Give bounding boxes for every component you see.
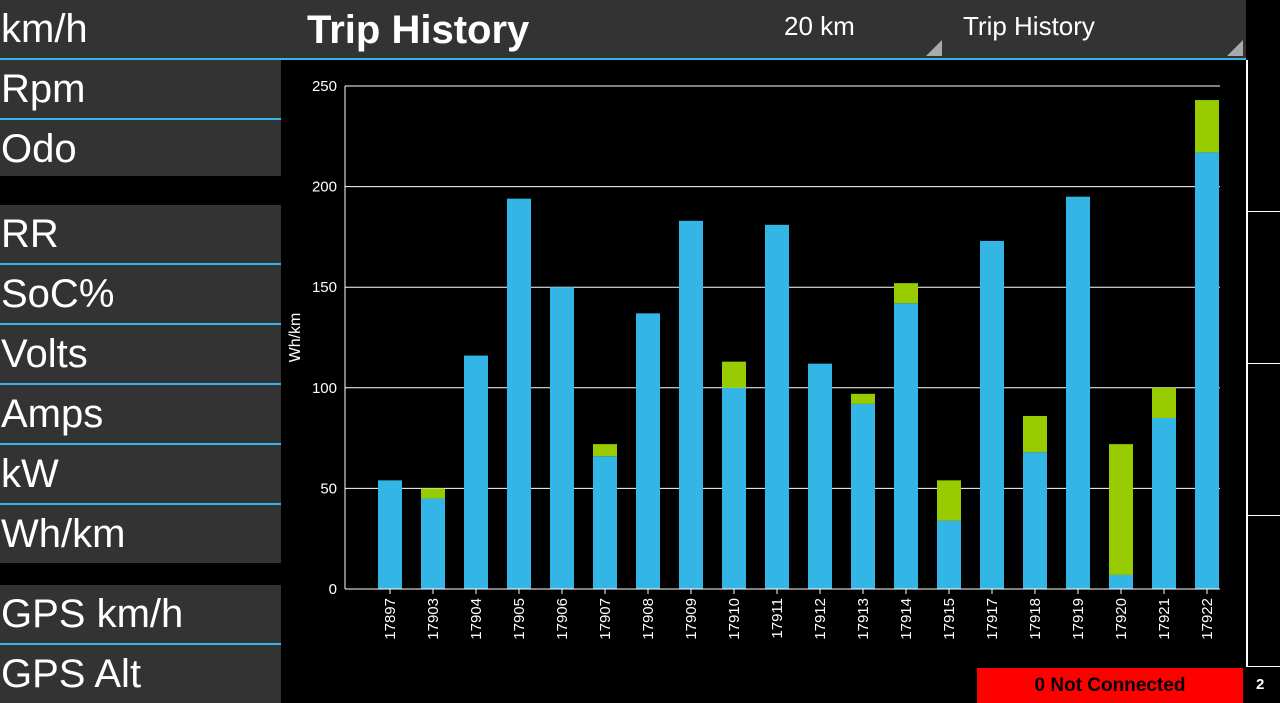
bar-segment-blue: [593, 456, 617, 589]
sidebar-item-rpm[interactable]: Rpm: [0, 60, 281, 120]
bar-segment-green: [1152, 387, 1176, 418]
bar-segment-blue: [851, 403, 875, 589]
bar-segment-blue: [765, 224, 789, 589]
bar-segment-blue: [421, 498, 445, 589]
right-button-column: [1246, 60, 1280, 667]
x-tick-label: 17920: [1113, 598, 1130, 640]
x-tick-label: 17897: [382, 598, 399, 640]
view-select-value: Trip History: [963, 11, 1095, 41]
bar-segment-blue: [722, 387, 746, 589]
y-tick-label: 200: [312, 179, 337, 196]
x-tick-label: 17905: [511, 598, 528, 640]
y-tick-label: 0: [329, 581, 337, 598]
bar-segment-blue: [894, 303, 918, 589]
sidebar-item-gps-kmh[interactable]: GPS km/h: [0, 585, 281, 645]
bar-segment-blue: [1023, 452, 1047, 589]
x-tick-label: 17919: [1070, 598, 1087, 640]
sidebar-item-odo[interactable]: Odo: [0, 120, 281, 176]
divider: [1248, 363, 1280, 364]
x-tick-label: 17922: [1199, 598, 1216, 640]
bar-segment-blue: [937, 520, 961, 589]
sidebar-item-kw[interactable]: kW: [0, 445, 281, 505]
x-tick-label: 17906: [554, 598, 571, 640]
y-tick-label: 250: [312, 78, 337, 95]
bar-segment-green: [937, 480, 961, 521]
x-tick-label: 17903: [425, 598, 442, 640]
dropdown-corner-icon: [1227, 40, 1243, 56]
x-tick-label: 17910: [726, 598, 743, 640]
bar-segment-green: [1195, 100, 1219, 153]
x-tick-label: 17914: [898, 598, 915, 640]
bar-segment-blue: [550, 287, 574, 589]
bar-segment-blue: [808, 363, 832, 589]
y-tick-label: 100: [312, 380, 337, 397]
bar-segment-blue: [464, 355, 488, 589]
x-tick-label: 17912: [812, 598, 829, 640]
y-tick-label: 150: [312, 279, 337, 296]
x-tick-label: 17909: [683, 598, 700, 640]
bar-segment-green: [851, 393, 875, 404]
dropdown-corner-icon: [926, 40, 942, 56]
bar-segment-green: [1109, 444, 1133, 575]
y-tick-label: 50: [320, 480, 337, 497]
page-number: 2: [1256, 676, 1265, 693]
bar-segment-green: [1023, 415, 1047, 453]
sidebar-item-gps-alt[interactable]: GPS Alt: [0, 645, 281, 703]
x-tick-label: 17913: [855, 598, 872, 640]
y-axis-label: Wh/km: [287, 313, 304, 363]
divider: [1248, 211, 1280, 212]
trip-history-chart: 0 50 100 150 200 250 Wh/km 17897 17903 17904 17905…: [287, 78, 1220, 640]
bar-segment-blue: [378, 480, 402, 589]
x-tick-label: 17921: [1156, 598, 1173, 640]
x-tick-label: 17904: [468, 598, 485, 640]
bar-segment-green: [421, 488, 445, 499]
bar-segment-blue: [1195, 152, 1219, 589]
divider: [1248, 515, 1280, 516]
bar-segment-blue: [980, 240, 1004, 589]
distance-select[interactable]: 20 km: [772, 0, 942, 58]
distance-select-value: 20 km: [784, 11, 855, 41]
sidebar-item-soc[interactable]: SoC%: [0, 265, 281, 325]
x-tick-label: 17917: [984, 598, 1001, 640]
bar-segment-blue: [507, 198, 531, 589]
sidebar-item-amps[interactable]: Amps: [0, 385, 281, 445]
top-right-corner: [1246, 0, 1280, 60]
divider: [1248, 666, 1280, 667]
view-select[interactable]: Trip History: [951, 0, 1243, 58]
bar-segment-blue: [679, 220, 703, 589]
bar-segment-blue: [636, 313, 660, 589]
x-tick-label: 17908: [640, 598, 657, 640]
bar-segment-green: [722, 361, 746, 388]
x-tick-label: 17907: [597, 598, 614, 640]
connection-status: 0 Not Connected: [977, 668, 1243, 703]
x-tick-label: 17918: [1027, 598, 1044, 640]
page-title: Trip History: [307, 8, 530, 52]
bar-segment-blue: [1066, 196, 1090, 589]
sidebar-item-whkm[interactable]: Wh/km: [0, 505, 281, 563]
bar-segment-blue: [1152, 417, 1176, 589]
x-tick-label: 17915: [941, 598, 958, 640]
sidebar-item-volts[interactable]: Volts: [0, 325, 281, 385]
sidebar-item-rr[interactable]: RR: [0, 205, 281, 265]
bar-segment-blue: [1109, 574, 1133, 589]
sidebar-item-kmh[interactable]: km/h: [1, 7, 88, 51]
x-tick-label: 17911: [769, 598, 786, 639]
bar-segment-green: [894, 283, 918, 304]
bar-segment-green: [593, 444, 617, 457]
top-bar: [0, 0, 1246, 60]
